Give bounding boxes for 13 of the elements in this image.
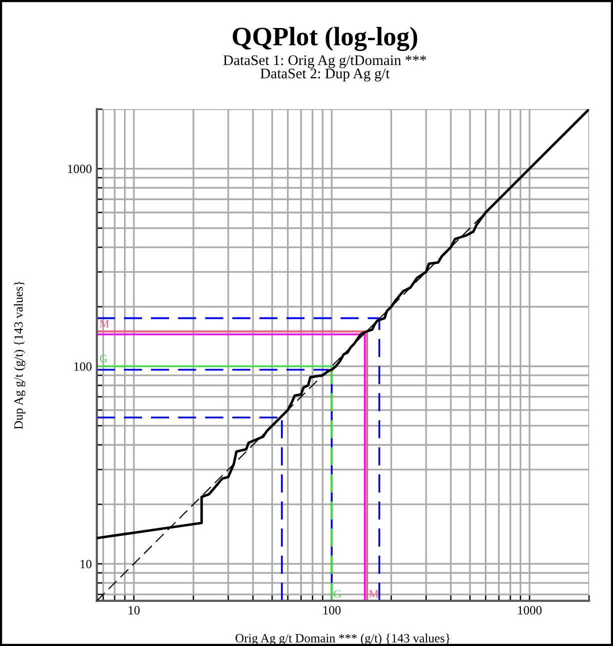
ref-line-label: G	[100, 354, 108, 362]
chart-subtitle: DataSet 1: Orig Ag g/tDomain *** DataSet 2: Dup Ag g/t	[223, 55, 426, 82]
ref-line-label: M	[369, 590, 378, 598]
chart-title: QQPlot (log-log)	[232, 26, 418, 52]
ref-line-label: G	[334, 590, 342, 598]
y-tick-label: 10	[80, 560, 92, 568]
x-tick-label: 10	[128, 606, 140, 614]
y-tick-label: 1000	[68, 164, 92, 174]
y-axis-title: Dup Ag g/t (g/t) {143 values}	[14, 282, 26, 430]
x-tick-label: 1000	[518, 606, 542, 614]
ref-line-label: M	[100, 320, 109, 328]
x-tick-label: 100	[323, 606, 341, 614]
y-tick-label: 100	[74, 362, 92, 371]
